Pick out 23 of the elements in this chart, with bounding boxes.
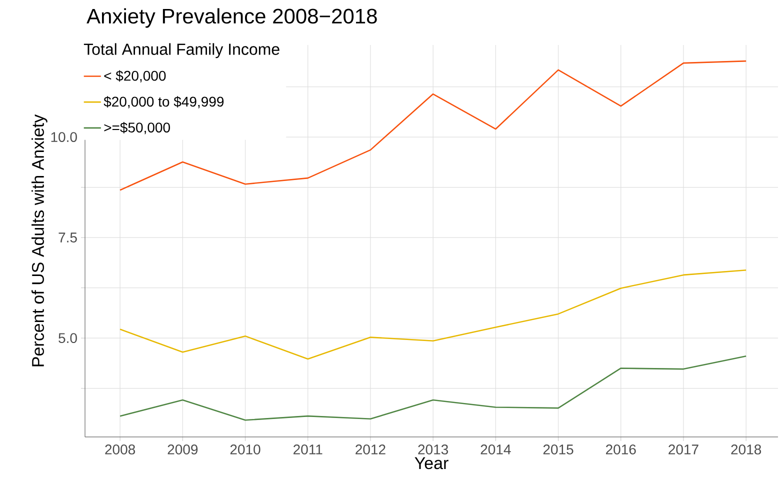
x-tick-label: 2008 — [105, 444, 136, 454]
x-tick-label: 2011 — [294, 444, 322, 454]
x-tick-label: 2017 — [668, 444, 698, 454]
x-tick-label: 2009 — [168, 444, 198, 454]
y-tick-label: 5.0 — [58, 333, 77, 344]
x-tick-label: 2016 — [606, 444, 636, 454]
x-tick-label: 2012 — [356, 444, 386, 454]
x-tick-label: 2010 — [230, 444, 260, 454]
x-tick-label: 2015 — [543, 444, 574, 454]
x-tick-label: 2018 — [731, 444, 762, 454]
legend-label: $20,000 to $49,999 — [104, 96, 224, 108]
legend-title: Total Annual Family Income — [84, 43, 280, 58]
legend-label: < $20,000 — [104, 70, 166, 82]
line-series — [119, 269, 747, 360]
chart-title: Anxiety Prevalence 2008−2018 — [86, 8, 377, 28]
x-tick-label: 2013 — [418, 444, 448, 454]
x-tick-label: 2014 — [480, 444, 511, 454]
x-axis-title: Year — [414, 457, 448, 470]
y-tick-label: 7.5 — [58, 232, 77, 242]
legend-label: >=$50,000 — [104, 122, 170, 134]
y-tick-label: 10.0 — [51, 132, 77, 142]
y-axis-title: Percent of US Adults with Anxiety — [32, 114, 48, 366]
line-series — [119, 356, 747, 421]
